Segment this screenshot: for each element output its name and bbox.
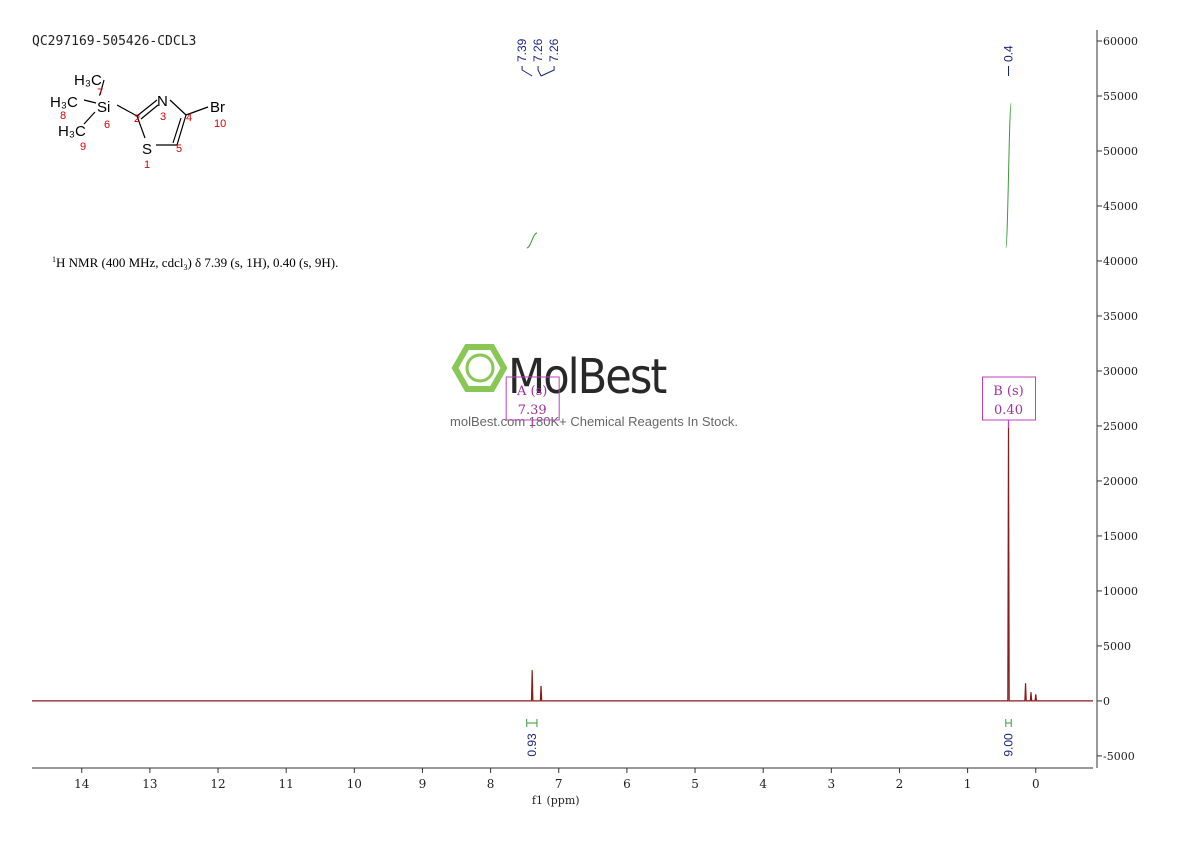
y-tick-label: 5000 (1103, 640, 1131, 653)
multiplet-name: B (s) (993, 384, 1024, 399)
y-tick-label: 0 (1103, 695, 1110, 708)
x-tick-label: 5 (691, 777, 699, 791)
logo-icon (451, 344, 508, 392)
x-tick-label: 6 (623, 777, 631, 791)
y-tick-label: 10000 (1103, 585, 1138, 598)
sub: 3 (183, 263, 187, 272)
desc-text: H NMR (400 MHz, cdcl (56, 255, 184, 270)
atom: Si (97, 99, 110, 116)
chart-title: QC297169-505426-CDCL3 (32, 34, 196, 49)
x-tick-label: 9 (419, 777, 427, 791)
atom-number: 8 (60, 110, 66, 122)
x-tick-label: 0 (1032, 777, 1040, 791)
atom: S (142, 141, 152, 158)
x-tick-label: 4 (759, 777, 767, 791)
x-tick-label: 7 (555, 777, 563, 791)
atom: H₃C (74, 72, 102, 89)
peak-label: 7.26 (531, 38, 545, 62)
integral-curve (526, 232, 538, 249)
x-tick-label: 14 (74, 777, 90, 791)
atom-number: 7 (97, 87, 103, 99)
bond (136, 99, 158, 117)
peak-label: 7.39 (515, 38, 529, 62)
bond (83, 111, 96, 125)
x-tick-label: 1 (964, 777, 972, 791)
peak-connector (537, 66, 542, 77)
peak-connector (521, 66, 533, 77)
atom: H₃C (58, 123, 86, 140)
multiplet-shift: 7.39 (518, 403, 547, 418)
integral-label: 9.00 (1002, 733, 1016, 757)
x-tick-label: 10 (347, 777, 362, 791)
x-tick-label: 8 (487, 777, 495, 791)
y-tick-label: 30000 (1103, 365, 1138, 378)
multiplet-shift: 0.40 (994, 403, 1023, 418)
integral-range (1005, 719, 1012, 727)
bond (116, 104, 138, 117)
bond (169, 99, 187, 116)
integral-range (526, 719, 538, 727)
atom: H₃C (50, 94, 78, 111)
bond (136, 115, 146, 139)
peak-label: 7.26 (547, 38, 561, 62)
desc-rest: ) δ 7.39 (s, 1H), 0.40 (s, 9H). (187, 255, 338, 270)
bond (99, 79, 105, 96)
bond (172, 117, 182, 144)
x-axis-label: f1 (ppm) (532, 794, 580, 807)
atom-number: 5 (176, 143, 182, 155)
sup: 1 (52, 255, 56, 264)
x-tick-label: 12 (210, 777, 225, 791)
x-tick-label: 2 (896, 777, 904, 791)
x-tick-label: 11 (279, 777, 294, 791)
multiplet-name: A (s) (516, 384, 547, 399)
y-tick-label: 40000 (1103, 255, 1138, 268)
atom-number: 4 (186, 112, 192, 124)
bond (83, 99, 97, 104)
molecule: H₃C 7 H₃C 8 Si 6 H₃C 9 2 N 3 4 Br 10 5 S… (50, 72, 226, 171)
peak-connector (540, 66, 555, 77)
description: 1H NMR (400 MHz, cdcl3) δ 7.39 (s, 1H), … (52, 255, 338, 272)
y-tick-label: 20000 (1103, 475, 1138, 488)
bond (185, 106, 209, 116)
logo-icon (465, 353, 495, 383)
atom: N (157, 93, 168, 110)
y-tick-label: 55000 (1103, 90, 1138, 103)
bond (176, 114, 187, 146)
y-tick-label: 15000 (1103, 530, 1138, 543)
atom-number: 3 (160, 111, 166, 123)
x-tick-label: 3 (828, 777, 836, 791)
atom-number: 6 (104, 119, 110, 131)
spectrum-line (32, 420, 1093, 702)
integral-curve (1005, 102, 1012, 249)
y-tick-label: 45000 (1103, 200, 1138, 213)
integral-label: 0.93 (525, 733, 539, 757)
peak-label: 0.4 (1002, 45, 1016, 62)
atom-number: 9 (80, 141, 86, 153)
y-tick-label: 50000 (1103, 145, 1138, 158)
y-tick-label: 60000 (1103, 35, 1138, 48)
bond (140, 104, 159, 120)
y-tick-label: 35000 (1103, 310, 1138, 323)
y-tick-label: -5000 (1103, 750, 1135, 763)
atom-number: 2 (134, 113, 140, 125)
atom: Br (210, 99, 225, 116)
atom-number: 10 (214, 118, 226, 130)
y-tick-label: 25000 (1103, 420, 1138, 433)
watermark-text: molBest.com 180K+ Chemical Reagents In S… (450, 414, 738, 429)
atom-number: 1 (144, 159, 150, 171)
watermark: MolBest molBest.com 180K+ Chemical Reage… (450, 344, 738, 429)
x-tick-label: 13 (142, 777, 157, 791)
